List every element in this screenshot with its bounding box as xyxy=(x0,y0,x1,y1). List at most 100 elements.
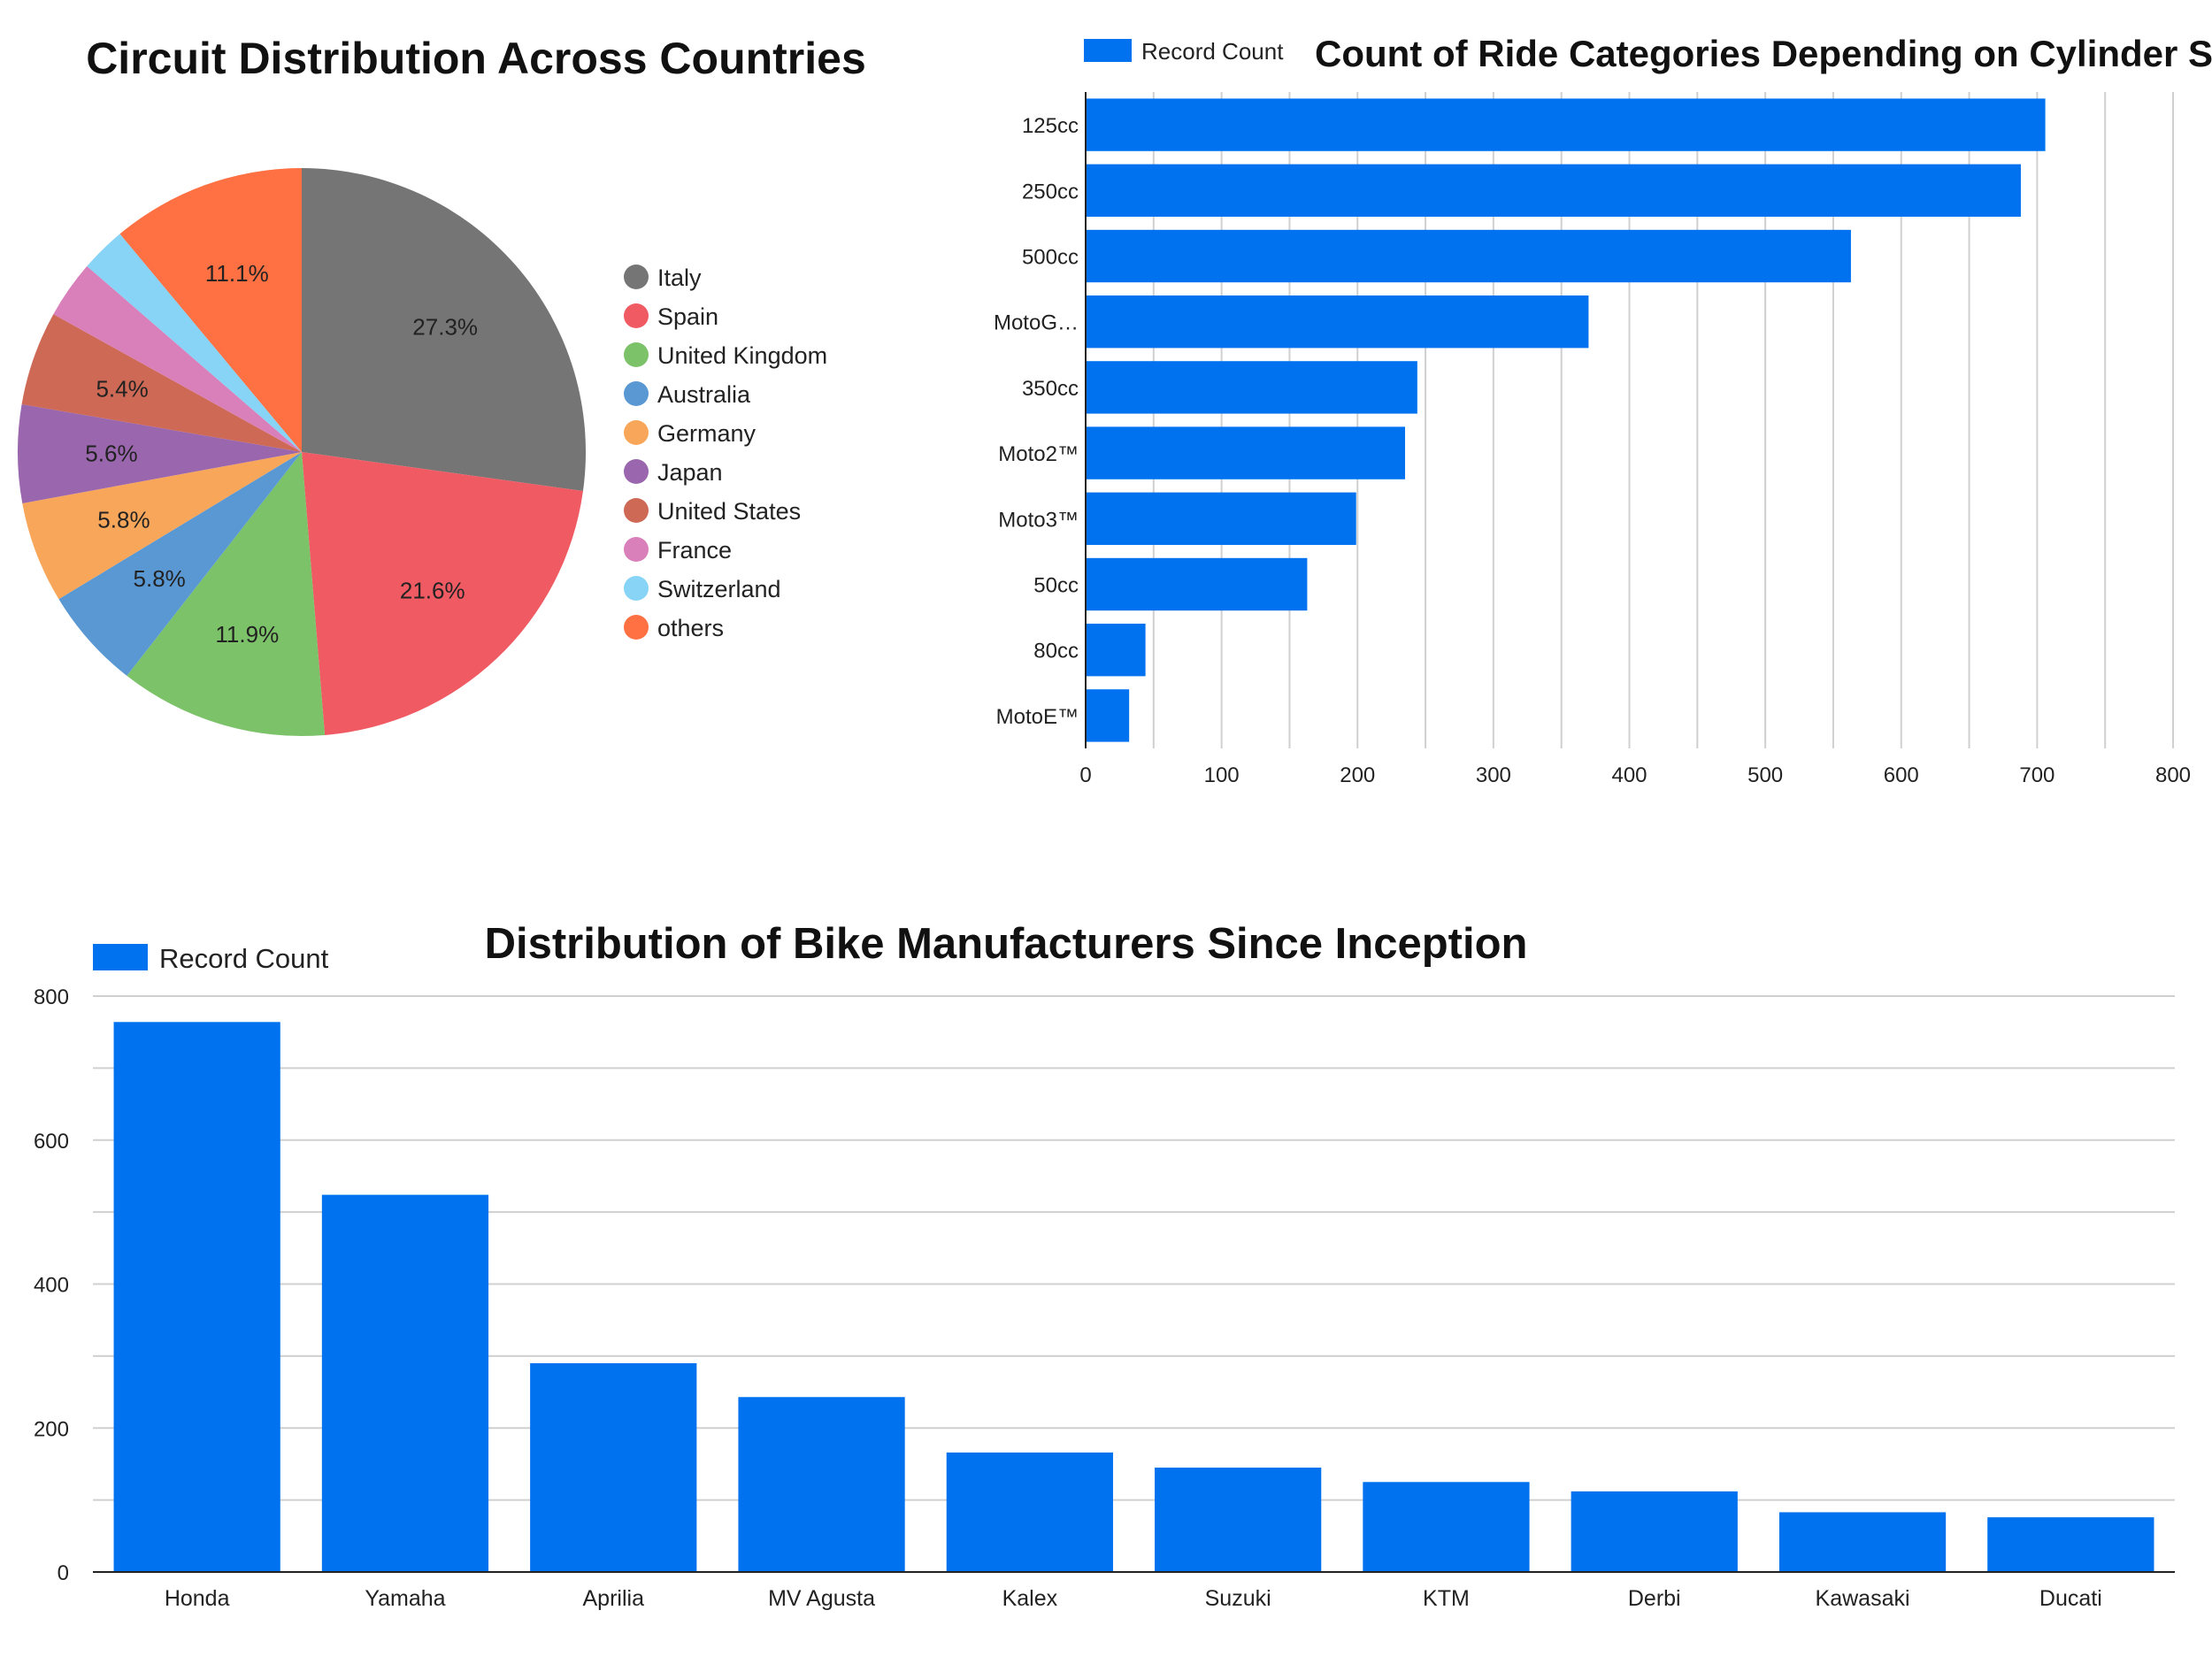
legend-swatch-italy xyxy=(624,265,649,289)
category-label-kawasaki: Kawasaki xyxy=(1816,1586,1910,1611)
manufacturer-legend-label: Record Count xyxy=(159,943,329,974)
pie-chart-title: Circuit Distribution Across Countries xyxy=(86,34,866,83)
bar-motog xyxy=(1086,295,1589,349)
bar-motoe xyxy=(1086,689,1130,742)
pie-label-others: 11.1% xyxy=(205,260,269,287)
x-tick-label: 700 xyxy=(2019,763,2055,787)
pie-label-united-states: 5.4% xyxy=(96,376,148,403)
pie-slice-italy xyxy=(302,168,586,492)
bar-moto3 xyxy=(1086,492,1356,545)
x-tick-label: 800 xyxy=(2155,763,2191,787)
category-label-motoe: MotoE™ xyxy=(996,705,1079,729)
legend-label-switzerland: Switzerland xyxy=(657,576,781,602)
cylinder-x-ticks: 0 100 200 300 400 500 600 700 800 xyxy=(1079,763,2191,787)
legend-label-australia: Australia xyxy=(657,381,751,408)
pie-slice-switzerland xyxy=(87,234,302,452)
category-label-500cc: 500cc xyxy=(1022,246,1079,270)
pie-label-germany: 5.8% xyxy=(97,506,150,533)
bar-50cc xyxy=(1086,557,1308,611)
pie-slice-united-kingdom xyxy=(127,452,326,736)
manufacturer-bars xyxy=(113,1022,2154,1572)
legend-swatch-japan xyxy=(624,459,649,484)
cylinder-legend-swatch xyxy=(1084,39,1132,62)
bar-ducati xyxy=(1987,1517,2154,1572)
bar-kawasaki xyxy=(1778,1512,1947,1572)
pie-slices xyxy=(18,168,586,736)
bar-125cc xyxy=(1086,98,2046,151)
legend-swatch-united-kingdom xyxy=(624,342,649,367)
pie-slice-japan xyxy=(18,404,303,503)
bar-suzuki xyxy=(1155,1468,1322,1572)
category-label-moto3: Moto3™ xyxy=(998,508,1079,532)
pie-label-united-kingdom: 11.9% xyxy=(215,621,279,648)
category-label-moto2: Moto2™ xyxy=(998,442,1079,466)
bar-250cc xyxy=(1086,164,2021,217)
bar-moto2 xyxy=(1086,426,1406,479)
pie-chart-panel: Circuit Distribution Across Countries 27… xyxy=(18,34,866,736)
category-label-honda: Honda xyxy=(165,1586,230,1611)
category-label-ktm: KTM xyxy=(1423,1586,1470,1611)
cylinder-bars xyxy=(1086,98,2046,742)
bar-500cc xyxy=(1086,229,1851,283)
legend-swatch-others xyxy=(624,615,649,640)
manufacturer-chart-title: Distribution of Bike Manufacturers Since… xyxy=(485,920,1528,968)
bar-derbi xyxy=(1571,1491,1738,1572)
x-tick-label: 200 xyxy=(1340,763,1375,787)
legend-swatch-switzerland xyxy=(624,576,649,601)
pie-slice-others xyxy=(119,168,302,452)
pie-legend: Italy Spain United Kingdom Australia Germany… xyxy=(624,265,827,641)
pie-slice-spain xyxy=(302,452,583,735)
legend-swatch-spain xyxy=(624,303,649,328)
pie-label-japan: 5.6% xyxy=(85,440,137,466)
bar-350cc xyxy=(1086,361,1417,414)
cylinder-gridlines xyxy=(1152,92,2174,748)
manufacturer-y-ticks: 0 200 400 600 800 xyxy=(34,985,69,1585)
category-label-kalex: Kalex xyxy=(1002,1586,1058,1611)
y-tick-label: 200 xyxy=(34,1417,69,1441)
legend-swatch-united-states xyxy=(624,498,649,523)
cylinder-legend-label: Record Count xyxy=(1141,38,1284,65)
pie-labels: 27.3% 21.6% 11.9% 5.8% 5.8% 5.6% 5.4% 11.1% xyxy=(85,260,478,648)
category-label-yamaha: Yamaha xyxy=(365,1586,445,1611)
x-tick-label: 400 xyxy=(1611,763,1647,787)
y-tick-label: 400 xyxy=(34,1274,69,1298)
bar-mv-agusta xyxy=(738,1397,905,1572)
category-label-suzuki: Suzuki xyxy=(1205,1586,1271,1611)
pie-label-australia: 5.8% xyxy=(134,565,186,592)
category-label-aprilia: Aprilia xyxy=(583,1586,645,1611)
y-tick-label: 0 xyxy=(58,1561,69,1585)
category-label-250cc: 250cc xyxy=(1022,180,1079,203)
legend-label-united-states: United States xyxy=(657,498,801,525)
manufacturer-chart-panel: Record Count Distribution of Bike Manufa… xyxy=(34,920,2175,1611)
pie-label-italy: 27.3% xyxy=(412,314,478,341)
pie-slice-germany xyxy=(22,452,303,600)
legend-swatch-germany xyxy=(624,420,649,445)
cylinder-category-labels: 125cc 250cc 500cc MotoG… 350cc Moto2™ Moto3™ 50… xyxy=(994,114,1079,729)
y-tick-label: 800 xyxy=(34,985,69,1009)
legend-label-france: France xyxy=(657,537,732,564)
bar-ktm xyxy=(1363,1482,1530,1572)
x-tick-label: 100 xyxy=(1204,763,1240,787)
bar-80cc xyxy=(1086,624,1146,677)
legend-swatch-france xyxy=(624,537,649,562)
pie-slice-united-states xyxy=(21,314,302,452)
cylinder-chart-title: Count of Ride Categories Depending on Cy… xyxy=(1315,33,2212,74)
category-label-50cc: 50cc xyxy=(1033,574,1079,598)
category-label-ducati: Ducati xyxy=(2039,1586,2102,1611)
bar-yamaha xyxy=(321,1194,489,1572)
x-tick-label: 300 xyxy=(1476,763,1511,787)
pie-label-spain: 21.6% xyxy=(400,577,465,603)
category-label-motog: MotoG… xyxy=(994,311,1079,335)
legend-label-spain: Spain xyxy=(657,303,718,330)
y-tick-label: 600 xyxy=(34,1130,69,1154)
pie-slice-australia xyxy=(58,452,303,676)
manufacturer-category-labels: Honda Yamaha Aprilia MV Agusta Kalex Suzuki KT… xyxy=(165,1586,2102,1611)
x-tick-label: 0 xyxy=(1079,763,1091,787)
category-label-125cc: 125cc xyxy=(1022,114,1079,138)
category-label-350cc: 350cc xyxy=(1022,377,1079,401)
bar-kalex xyxy=(946,1452,1113,1572)
category-label-derbi: Derbi xyxy=(1628,1586,1681,1611)
legend-label-united-kingdom: United Kingdom xyxy=(657,342,827,369)
legend-swatch-australia xyxy=(624,381,649,406)
